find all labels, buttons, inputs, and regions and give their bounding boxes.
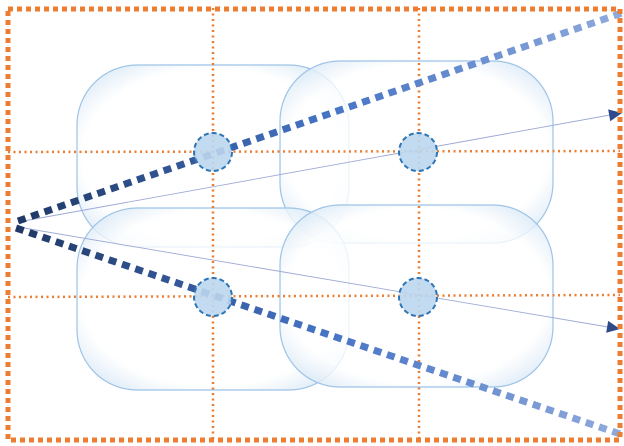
lower-arrow-line: [17, 226, 609, 328]
cell-layer: [76, 60, 554, 391]
node-bottom-right: [398, 277, 438, 317]
outer-frame: [5, 6, 623, 443]
node-top-right: [398, 132, 438, 172]
lower-arrow-head: [606, 320, 620, 333]
frame-layer: [5, 6, 623, 443]
ray-layer: [14, 9, 624, 438]
upper-arrow-line: [17, 114, 611, 223]
node-top-left: [193, 132, 233, 172]
node-layer: [193, 132, 438, 317]
arrow-layer: [17, 109, 622, 333]
node-bottom-left: [193, 277, 233, 317]
upper-ray: [16, 9, 624, 225]
